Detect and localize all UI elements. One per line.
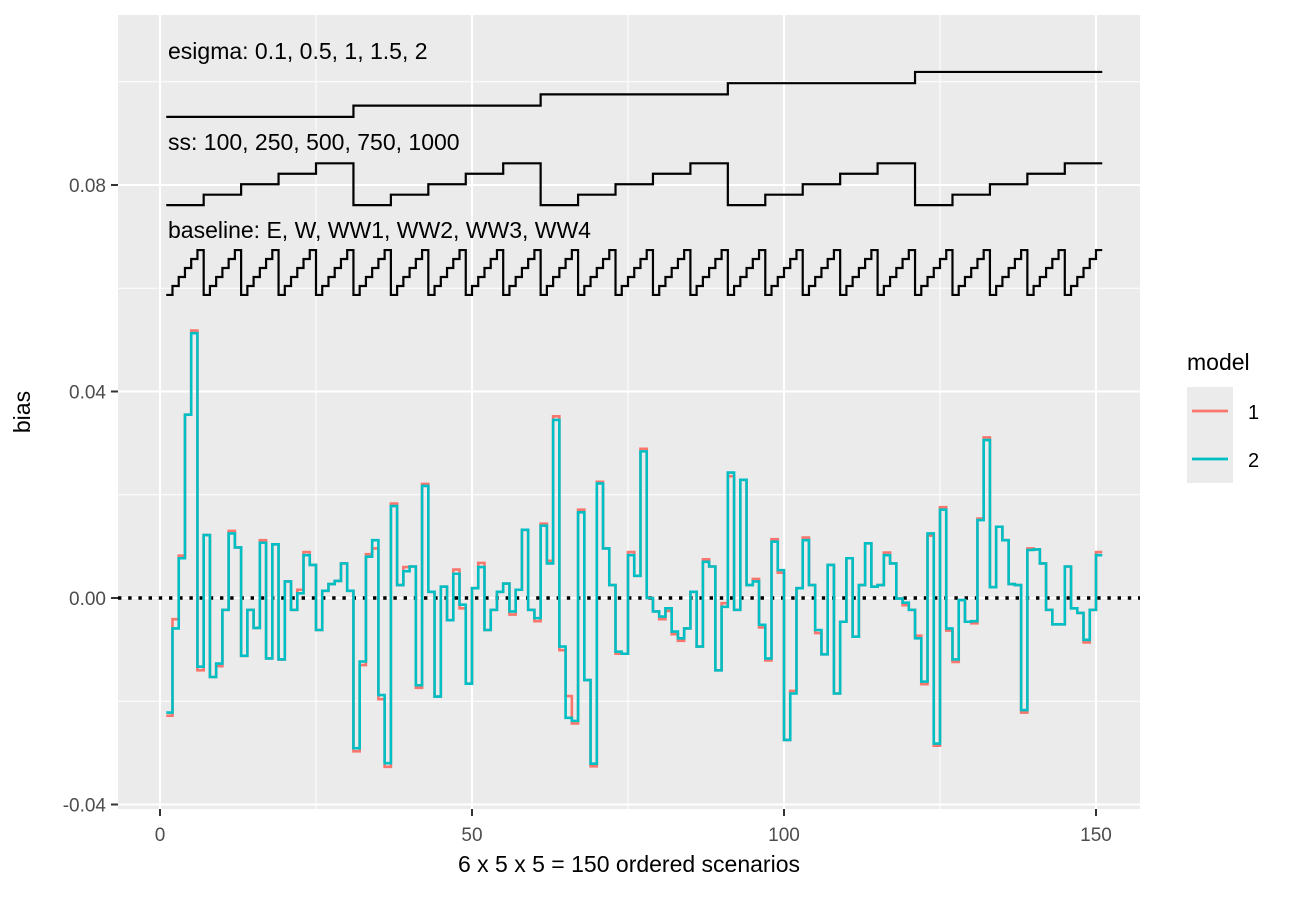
legend-title: model xyxy=(1187,349,1250,375)
baseline-step-line xyxy=(166,248,1103,297)
annotation-baseline-label: baseline: E, W, WW1, WW2, WW3, WW4 xyxy=(168,217,591,243)
annotation-esigma-label: esigma: 0.1, 0.5, 1, 1.5, 2 xyxy=(168,38,428,64)
legend-label-model-2: 2 xyxy=(1248,450,1259,472)
ss-step-line xyxy=(166,162,1103,207)
x-axis-title: 6 x 5 x 5 = 150 ordered scenarios xyxy=(458,851,800,877)
y-tick-label: 0.00 xyxy=(69,589,106,610)
y-tick-label: -0.04 xyxy=(63,796,107,817)
plot-panel xyxy=(118,15,1140,809)
x-tick-label: 0 xyxy=(155,825,166,846)
esigma-step-line xyxy=(166,70,1103,118)
x-tick-label: 50 xyxy=(461,825,482,846)
x-tick-label: 100 xyxy=(768,825,800,846)
annotation-ss-label: ss: 100, 250, 500, 750, 1000 xyxy=(168,129,460,155)
y-tick-label: 0.08 xyxy=(69,176,106,197)
legend: model 1 2 xyxy=(1187,349,1259,483)
y-axis-title: bias xyxy=(9,391,35,433)
model-2-step-series xyxy=(166,331,1103,766)
x-tick-label: 150 xyxy=(1080,825,1112,846)
y-tick-label: 0.04 xyxy=(69,383,106,404)
legend-label-model-1: 1 xyxy=(1248,402,1259,424)
